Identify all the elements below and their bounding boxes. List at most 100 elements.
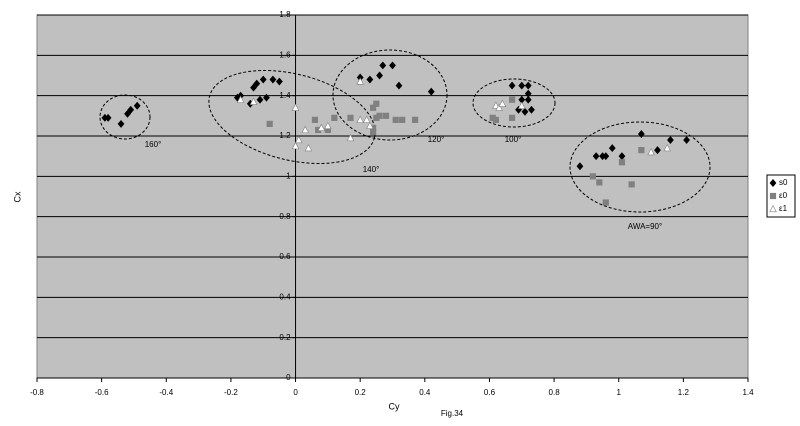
y-axis-title: Cx [12, 191, 22, 202]
point [492, 116, 500, 123]
point [667, 136, 674, 144]
legend-label: s0 [779, 178, 788, 187]
legend-marker [769, 192, 777, 200]
point [517, 101, 526, 109]
point [291, 141, 300, 150]
point [618, 159, 626, 166]
point [346, 133, 355, 142]
annotation: 140° [363, 165, 380, 174]
legend-marker [769, 204, 777, 213]
point [508, 96, 516, 103]
point [304, 143, 313, 152]
point [637, 130, 645, 138]
outline [332, 49, 448, 141]
annotation: 100° [505, 135, 522, 144]
caption: Fig.34 [441, 409, 464, 418]
point [524, 81, 532, 90]
point [498, 99, 507, 107]
x-axis-title: Cy [389, 401, 400, 411]
annotation: AWA=90° [628, 222, 662, 231]
point [528, 105, 535, 114]
annotation: 160° [145, 140, 162, 149]
point [324, 121, 332, 130]
x-tick-label: -0.4 [159, 388, 173, 397]
x-tick-label: -0.6 [95, 388, 109, 397]
y-tick-label: 1.6 [279, 50, 291, 59]
point [133, 101, 141, 110]
point [602, 199, 609, 206]
point [269, 75, 277, 84]
legend-marker [769, 179, 777, 187]
point [382, 112, 390, 119]
point [412, 116, 419, 123]
y-tick-label: 1 [286, 171, 291, 180]
point [275, 77, 283, 86]
annotation: 120° [428, 135, 445, 144]
point [366, 75, 374, 84]
point [647, 147, 655, 156]
point [249, 97, 258, 105]
point [663, 143, 672, 152]
outline [208, 69, 376, 165]
point [250, 83, 257, 92]
point [311, 116, 319, 123]
point [317, 123, 326, 132]
x-tick-label: 0.8 [549, 388, 561, 397]
point [521, 107, 529, 116]
point [117, 119, 125, 128]
x-tick-label: -0.2 [224, 388, 238, 397]
y-tick-label: 1.4 [279, 91, 291, 100]
point [638, 147, 645, 154]
y-tick-label: 0.8 [279, 212, 291, 221]
x-tick-label: -0.8 [30, 388, 44, 397]
point [347, 114, 354, 121]
point [524, 95, 532, 104]
point [370, 128, 377, 136]
point [508, 81, 516, 90]
y-tick-label: 1.2 [279, 131, 291, 140]
point [356, 77, 364, 85]
point [362, 115, 371, 123]
point [495, 103, 503, 111]
point [379, 61, 387, 70]
point [392, 116, 399, 123]
point [589, 173, 596, 180]
point [683, 136, 690, 144]
x-tick-label: 0.2 [355, 388, 367, 397]
point [389, 61, 396, 70]
x-tick-label: 0.4 [419, 388, 431, 397]
x-tick-label: 0.6 [484, 388, 496, 397]
y-tick-label: 0.4 [279, 292, 291, 301]
x-tick-label: 0 [293, 388, 298, 397]
point [376, 112, 383, 119]
point [263, 93, 270, 102]
point [331, 114, 338, 121]
point [608, 144, 616, 153]
point [373, 100, 380, 107]
point [628, 181, 635, 188]
point [266, 120, 273, 127]
point [366, 121, 374, 130]
y-tick-label: 0.6 [279, 252, 291, 261]
outline [472, 78, 556, 128]
legend-label: ε0 [779, 191, 788, 200]
point [259, 75, 267, 84]
point [602, 152, 610, 161]
point [576, 162, 584, 171]
point [356, 115, 364, 123]
point [370, 104, 377, 111]
point [399, 116, 406, 123]
point [127, 105, 135, 114]
y-tick-label: 0.2 [279, 333, 291, 342]
point [236, 95, 245, 103]
point [301, 125, 310, 134]
point [376, 71, 383, 80]
point [104, 113, 112, 122]
point [291, 103, 300, 111]
point [592, 152, 600, 161]
group-outlines [99, 49, 711, 213]
point [124, 109, 131, 118]
x-tick-label: 1.2 [678, 388, 690, 397]
legend-label: ε1 [779, 204, 788, 213]
point [395, 81, 403, 90]
